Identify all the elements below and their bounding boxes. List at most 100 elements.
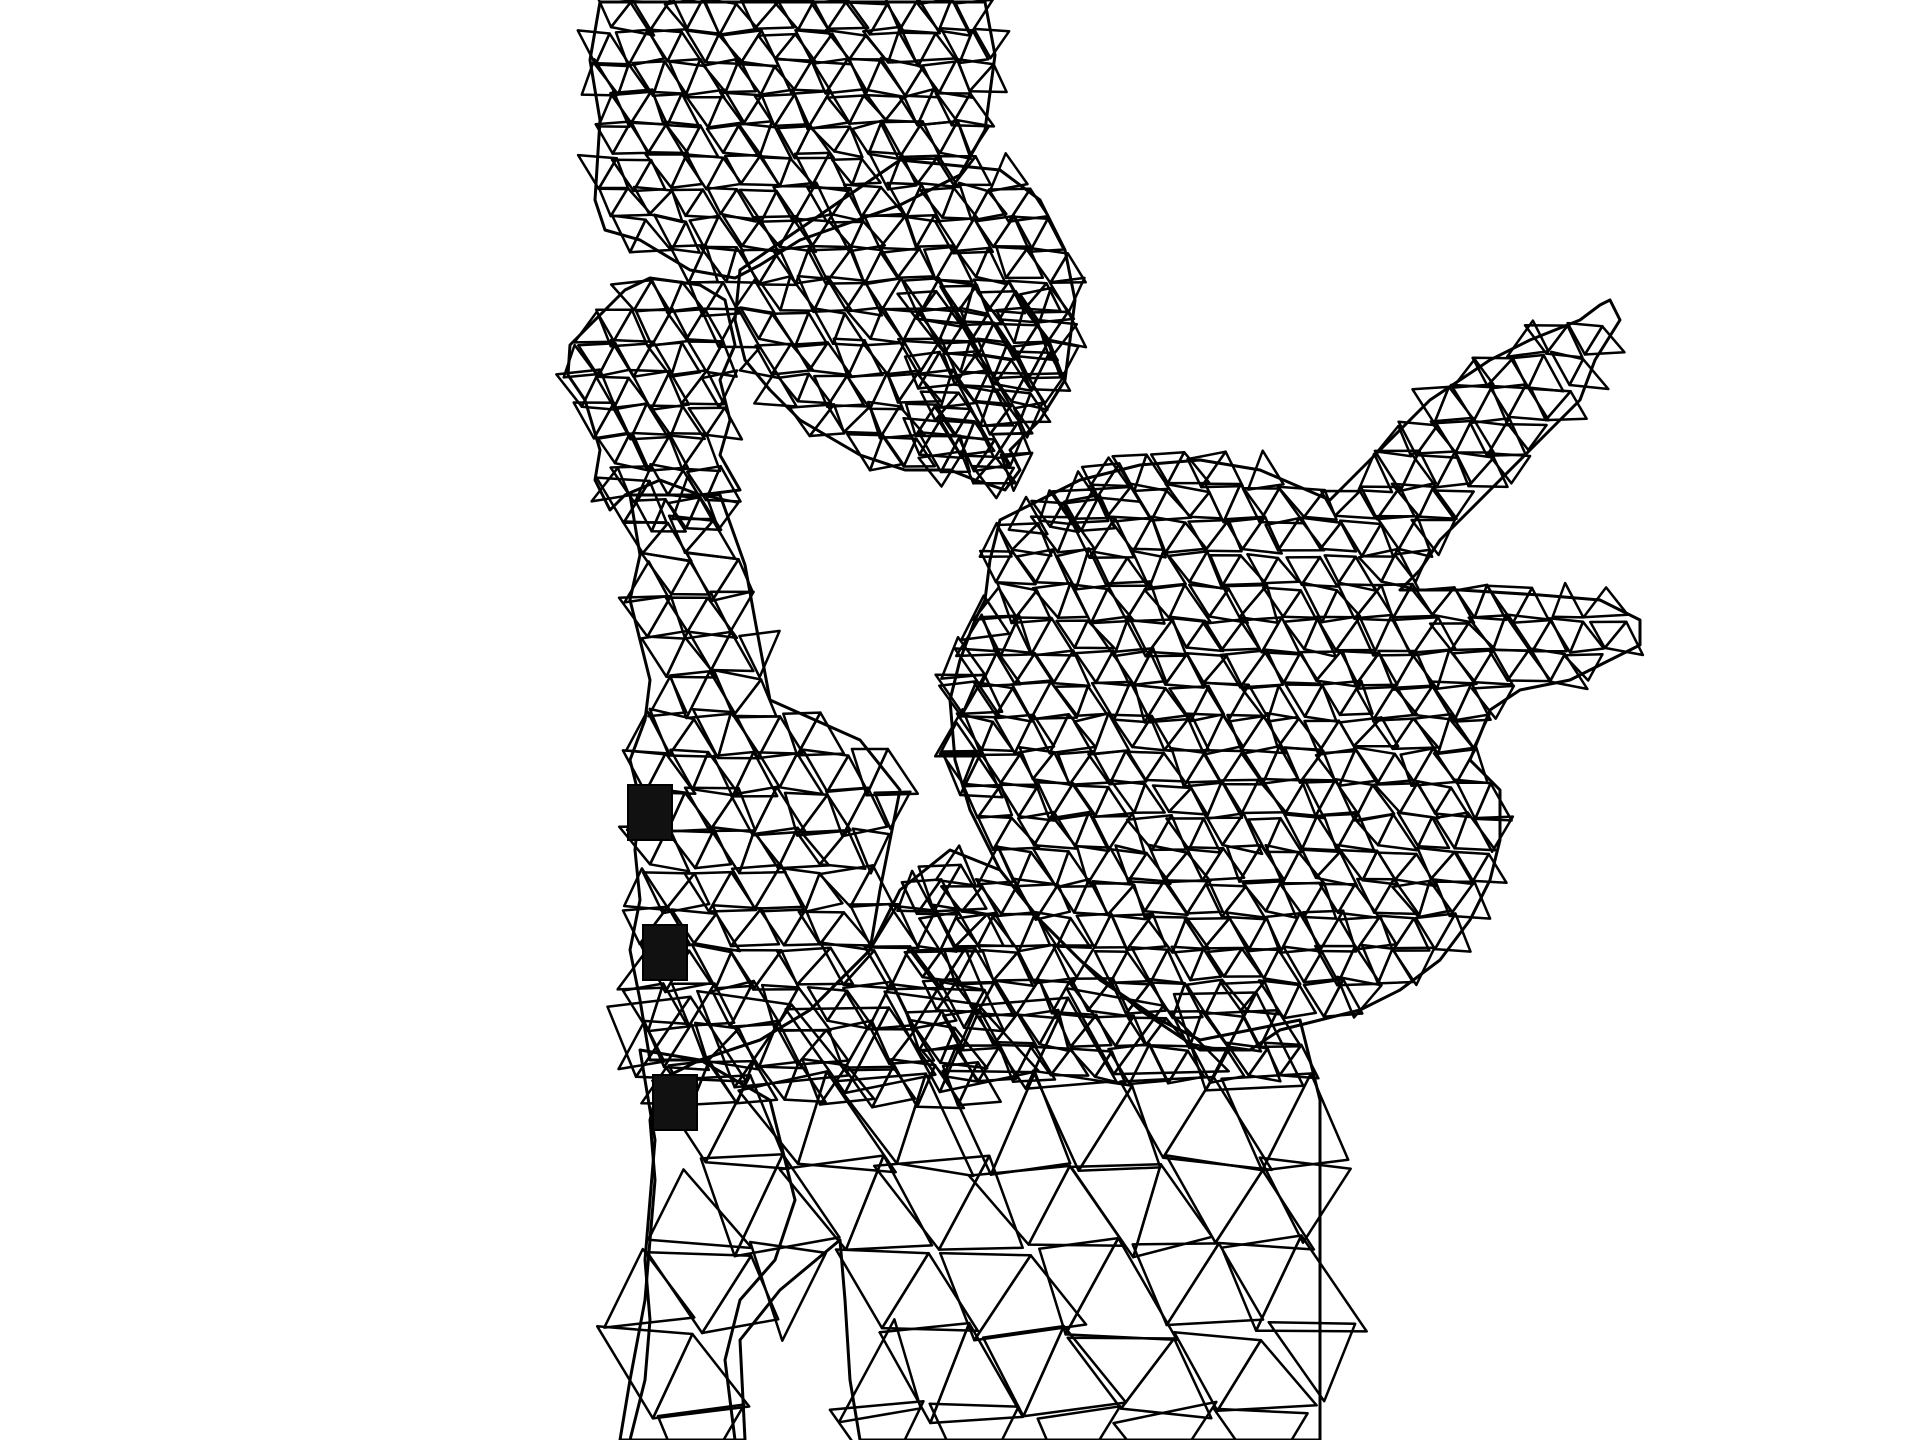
- mesh-triangle: [1486, 452, 1532, 485]
- mesh-triangle: [902, 437, 936, 468]
- mesh-triangle: [915, 289, 964, 329]
- mesh-triangle: [1302, 950, 1339, 984]
- mesh-triangle: [1018, 392, 1052, 424]
- mesh-triangle: [594, 32, 632, 68]
- mesh-triangle: [1165, 1242, 1265, 1327]
- mesh-triangle: [1551, 581, 1585, 619]
- mesh-triangle: [998, 289, 1038, 324]
- mesh-triangle: [1164, 1154, 1264, 1244]
- mesh-triangle: [1354, 651, 1399, 687]
- mesh-triangle: [1007, 187, 1050, 223]
- mesh-triangle: [1093, 785, 1129, 818]
- mesh-outline-segment: [628, 1048, 797, 1440]
- mesh-triangle: [1431, 586, 1476, 624]
- mesh-triangle: [778, 157, 817, 188]
- mesh-outline-segment: [733, 158, 1077, 492]
- mesh-triangle: [609, 278, 654, 312]
- mesh-triangle: [1568, 357, 1610, 391]
- mesh-triangle: [685, 0, 721, 35]
- mesh-triangle: [1360, 522, 1395, 558]
- mesh-triangle: [851, 157, 882, 186]
- mesh-triangle: [1254, 1234, 1368, 1333]
- mesh-triangle: [656, 1403, 746, 1440]
- mesh-triangle: [1048, 712, 1097, 755]
- mesh-triangle: [1391, 917, 1431, 952]
- mesh-triangle: [1013, 651, 1055, 686]
- mesh-triangle: [917, 449, 965, 488]
- mesh-triangle: [1352, 716, 1400, 748]
- mesh-triangle: [826, 0, 870, 31]
- mesh-triangle: [960, 594, 1011, 642]
- mesh-triangle: [1034, 548, 1070, 585]
- mesh-triangle: [1131, 1162, 1214, 1259]
- mesh-triangle: [1337, 555, 1378, 592]
- mesh-triangle: [1320, 589, 1362, 624]
- mesh-triangle: [933, 708, 983, 758]
- mesh-triangle: [1276, 485, 1326, 519]
- mesh-triangle: [952, 155, 993, 187]
- mesh-triangle: [1038, 286, 1076, 324]
- mesh-triangle: [647, 123, 689, 155]
- mesh-triangle: [706, 88, 746, 129]
- mesh-triangle: [782, 908, 822, 947]
- mesh-triangle: [976, 783, 1014, 820]
- mesh-triangle: [1185, 619, 1225, 653]
- mesh-triangle: [665, 629, 717, 679]
- mesh-triangle: [1470, 684, 1516, 720]
- mesh-triangle: [776, 826, 831, 870]
- mesh-triangle: [988, 152, 1029, 193]
- mesh-triangle: [1298, 749, 1337, 784]
- mesh-triangle: [733, 1003, 851, 1089]
- mesh-triangle: [1208, 587, 1249, 625]
- mesh-triangle: [1056, 750, 1095, 787]
- mesh-triangle: [1449, 622, 1497, 652]
- mesh-triangle: [1128, 1042, 1169, 1086]
- mesh-triangle: [683, 124, 720, 159]
- mesh-triangle: [952, 217, 995, 255]
- mesh-triangle: [1334, 615, 1377, 652]
- mesh-triangle: [757, 248, 798, 287]
- mesh-triangle: [666, 30, 706, 68]
- mesh-triangle: [1017, 910, 1052, 953]
- mesh-triangle: [1064, 470, 1099, 505]
- mesh-triangle: [1281, 589, 1317, 619]
- mesh-triangle: [1144, 751, 1186, 783]
- mesh-triangle: [987, 280, 1027, 315]
- mesh-triangle: [1220, 885, 1268, 921]
- mesh-triangle: [818, 864, 875, 908]
- mesh-triangle: [873, 790, 912, 830]
- dense-mesh-patch: [627, 784, 673, 841]
- mesh-outline-segment: [618, 848, 1322, 1440]
- mesh-triangle: [731, 750, 779, 798]
- mesh-triangle: [738, 345, 781, 380]
- mesh-outline-segment: [948, 298, 1642, 1052]
- mesh-triangle: [867, 119, 905, 161]
- mesh-triangle: [1204, 978, 1250, 1016]
- mesh-triangle: [1548, 652, 1589, 691]
- mesh-triangle: [1171, 982, 1204, 1020]
- mesh-triangle: [1472, 815, 1515, 854]
- mesh-triangle: [667, 717, 719, 758]
- mesh-triangle: [1264, 816, 1303, 854]
- mesh-triangle: [705, 123, 741, 154]
- mesh-triangle: [1086, 846, 1132, 885]
- mesh-triangle: [663, 0, 704, 31]
- mesh-triangle: [1411, 586, 1456, 617]
- mesh-triangle: [632, 340, 672, 378]
- mesh-triangle: [759, 189, 799, 223]
- mesh-triangle: [792, 181, 833, 224]
- mesh-triangle: [967, 1164, 1072, 1246]
- mesh-triangle: [1429, 850, 1475, 886]
- mesh-triangle: [1262, 948, 1302, 986]
- mesh-triangle: [916, 32, 959, 68]
- mesh-triangle: [757, 1019, 804, 1070]
- mesh-triangle: [1300, 814, 1341, 852]
- mesh-triangle: [628, 218, 673, 254]
- mesh-triangle: [1073, 619, 1116, 650]
- mesh-triangle: [1544, 390, 1588, 422]
- mesh-triangle: [632, 158, 667, 193]
- mesh-triangle: [938, 1003, 1040, 1094]
- mesh-triangle: [999, 753, 1040, 790]
- mesh-triangle: [648, 825, 691, 873]
- mesh-triangle: [1222, 947, 1264, 978]
